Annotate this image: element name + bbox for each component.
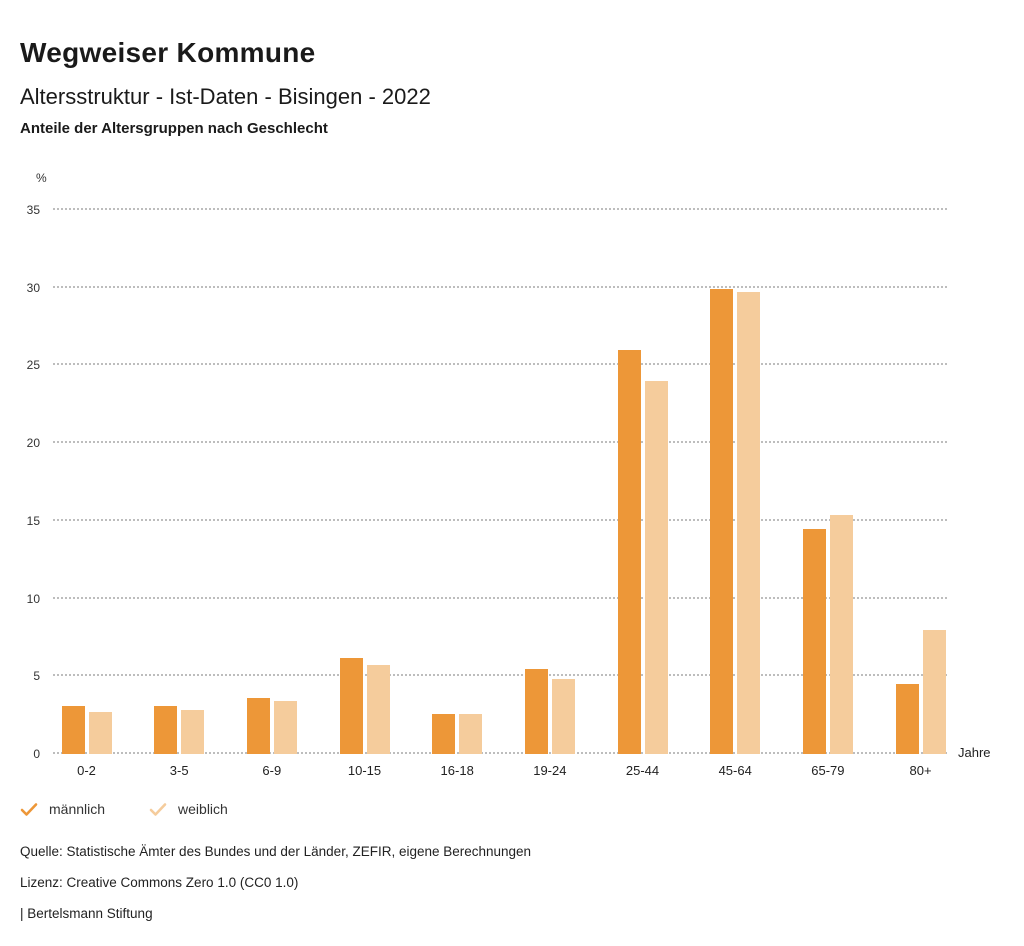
bar-männlich-3-5[interactable] <box>154 705 178 754</box>
bar-weiblich-10-15[interactable] <box>366 665 390 754</box>
branding-text: | Bertelsmann Stiftung <box>20 906 153 921</box>
y-axis: 35 30 25 20 15 10 5 0 <box>0 204 40 760</box>
x-category-label: 80+ <box>909 763 932 778</box>
y-axis-unit-label: % <box>36 171 47 185</box>
bar-weiblich-3-5[interactable] <box>181 710 205 754</box>
bar-weiblich-65-79[interactable] <box>829 514 853 754</box>
bar-weiblich-6-9[interactable] <box>273 701 297 754</box>
bar-weiblich-25-44[interactable] <box>644 380 668 754</box>
y-tick-label: 15 <box>26 513 40 528</box>
bar-group-10-15: 10-15 <box>339 210 390 778</box>
license-text: Lizenz: Creative Commons Zero 1.0 (CC0 1… <box>20 875 299 890</box>
y-tick-label: 0 <box>33 747 40 761</box>
x-category-label: 19-24 <box>533 763 567 778</box>
bar-weiblich-80+[interactable] <box>922 629 946 754</box>
check-icon <box>20 802 38 816</box>
gridline <box>53 752 947 754</box>
page-title: Wegweiser Kommune <box>20 36 316 68</box>
bar-weiblich-0-2[interactable] <box>88 712 112 754</box>
bar-group-16-18: 16-18 <box>432 210 483 778</box>
x-axis-label: Jahre <box>958 745 991 760</box>
legend-label: weiblich <box>178 801 228 817</box>
y-tick-label: 5 <box>33 669 40 684</box>
bar-männlich-80+[interactable] <box>895 684 919 754</box>
bar-männlich-45-64[interactable] <box>710 289 734 754</box>
bar-männlich-16-18[interactable] <box>432 713 456 754</box>
chart-legend: männlich weiblich <box>20 801 228 817</box>
gridline <box>53 596 947 599</box>
x-category-label: 0-2 <box>77 763 96 778</box>
bar-weiblich-19-24[interactable] <box>551 679 575 754</box>
legend-item-maennlich[interactable]: männlich <box>20 801 105 817</box>
gridline <box>53 518 947 521</box>
bar-männlich-6-9[interactable] <box>246 698 270 754</box>
bar-group-3-5: 3-5 <box>154 210 205 778</box>
x-category-label: 6-9 <box>262 763 282 778</box>
x-category-label: 45-64 <box>718 763 752 778</box>
bar-group-0-2: 0-2 <box>61 210 112 778</box>
bar-männlich-10-15[interactable] <box>339 657 363 754</box>
x-category-label: 16-18 <box>440 763 474 778</box>
bar-männlich-65-79[interactable] <box>802 528 826 754</box>
legend-item-weiblich[interactable]: weiblich <box>149 801 228 817</box>
y-tick-label: 10 <box>26 591 40 606</box>
chart-subtitle: Altersstruktur - Ist-Daten - Bisingen - … <box>20 84 431 110</box>
check-icon <box>149 802 167 816</box>
source-text: Quelle: Statistische Ämter des Bundes un… <box>20 844 532 859</box>
gridline <box>53 441 947 444</box>
x-category-label: 65-79 <box>811 763 845 778</box>
bar-group-65-79: 65-79 <box>802 210 853 778</box>
bar-männlich-19-24[interactable] <box>524 668 548 754</box>
x-category-label: 10-15 <box>347 763 382 778</box>
gridline <box>53 674 947 677</box>
y-tick-label: 30 <box>26 280 40 295</box>
y-tick-label: 35 <box>26 203 40 217</box>
bar-weiblich-16-18[interactable] <box>459 713 483 754</box>
bar-group-80+: 80+ <box>895 210 946 778</box>
x-category-label: 3-5 <box>169 763 189 778</box>
gridline <box>53 208 947 210</box>
bar-männlich-0-2[interactable] <box>61 705 85 754</box>
chart-subheading: Anteile der Altersgruppen nach Geschlech… <box>20 120 328 137</box>
bar-group-25-44: 25-44 <box>617 210 668 778</box>
plot-area: 0-2 3-5 6-9 10-15 16-18 19-24 25-44 45-64 65-79 8… <box>53 208 947 778</box>
bar-group-19-24: 19-24 <box>524 210 575 778</box>
bar-group-45-64: 45-64 <box>710 210 761 778</box>
y-tick-label: 20 <box>26 436 40 451</box>
gridline <box>53 285 947 288</box>
legend-label: männlich <box>49 801 106 817</box>
bar-group-6-9: 6-9 <box>246 210 297 778</box>
x-category-label: 25-44 <box>625 763 660 778</box>
bar-männlich-25-44[interactable] <box>617 349 641 754</box>
y-tick-label: 25 <box>26 358 40 373</box>
bar-weiblich-45-64[interactable] <box>737 292 761 754</box>
gridline <box>53 363 947 366</box>
